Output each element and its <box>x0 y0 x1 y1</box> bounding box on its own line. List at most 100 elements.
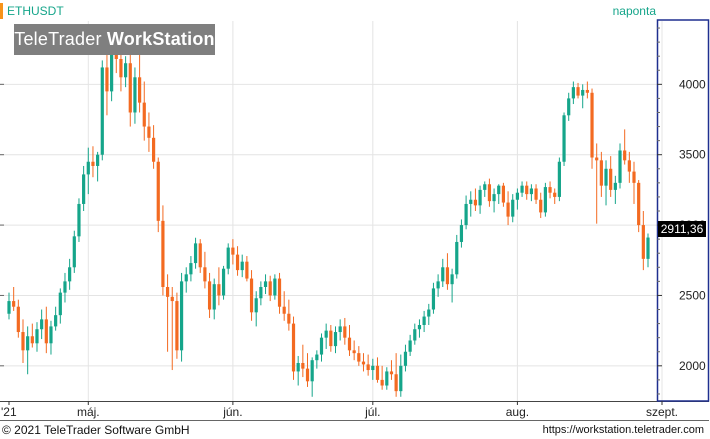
candle-body <box>436 281 440 289</box>
candle-body <box>231 247 235 255</box>
candle-body <box>627 160 631 172</box>
candle-body <box>357 353 361 362</box>
candle-body <box>389 371 394 375</box>
candle-body <box>548 187 552 193</box>
candle-body <box>198 243 202 268</box>
candle-body <box>329 330 333 347</box>
candle-body <box>361 361 366 365</box>
candle-body <box>324 330 328 338</box>
candle-body <box>553 192 557 197</box>
candle-body <box>646 237 650 259</box>
candle-body <box>86 161 90 175</box>
candle-body <box>422 316 426 325</box>
candle-body <box>455 241 459 275</box>
candle-body <box>189 263 193 275</box>
candle-body <box>380 379 384 386</box>
candle-body <box>175 301 179 351</box>
candles <box>7 35 650 397</box>
candle-body <box>511 199 515 217</box>
x-axis: '21 máj. jún. júl. aug. szept. <box>1 401 678 419</box>
x-tick-label: júl. <box>364 405 380 419</box>
candle-body <box>515 192 520 200</box>
x-tick-label: '21 <box>1 405 17 419</box>
instrument-header: ETHUSDT <box>0 3 64 19</box>
candle-body <box>450 274 454 285</box>
candle-body <box>539 199 543 213</box>
candle-body <box>110 54 114 92</box>
candle-body <box>263 281 268 287</box>
candle-body <box>469 199 473 204</box>
candle-body <box>259 287 263 299</box>
candle-body <box>179 281 184 351</box>
candle-body <box>310 360 314 382</box>
candle-body <box>417 325 422 330</box>
candle-body <box>338 326 342 333</box>
candle-body <box>77 203 81 237</box>
candle-body <box>245 261 249 279</box>
teletrader-logo: TeleTrader WorkStation <box>14 24 215 55</box>
candle-body <box>96 154 100 166</box>
candle-body <box>114 54 118 59</box>
candle-body <box>240 261 244 271</box>
candle-body <box>506 202 510 217</box>
candle-body <box>7 301 11 314</box>
candle-body <box>165 287 170 297</box>
instrument-symbol[interactable]: ETHUSDT <box>7 4 64 18</box>
candle-body <box>63 281 67 293</box>
candle-body <box>287 313 291 324</box>
candle-body <box>137 77 142 103</box>
candle-body <box>207 281 212 310</box>
x-tick-label: máj. <box>77 405 100 419</box>
candle-body <box>124 63 128 78</box>
candle-body <box>441 267 445 282</box>
candle-body <box>623 150 627 161</box>
gridlines <box>0 21 663 401</box>
candle-body <box>520 185 524 193</box>
x-tick-label: szept. <box>646 405 678 419</box>
candle-body <box>375 365 380 380</box>
candle-body <box>567 98 571 116</box>
candle-body <box>44 319 48 344</box>
candle-body <box>641 225 645 259</box>
candle-body <box>590 92 594 158</box>
candle-body <box>557 161 561 197</box>
candle-body <box>431 288 436 310</box>
candle-body <box>385 371 389 386</box>
source-url[interactable]: https://workstation.teletrader.com <box>542 424 704 436</box>
candle-body <box>142 102 146 127</box>
candle-body <box>501 185 506 203</box>
candle-body <box>315 354 319 361</box>
x-tick-label: jún. <box>222 405 242 419</box>
candle-body <box>595 157 599 161</box>
candle-body <box>352 350 356 354</box>
candle-body <box>221 268 226 296</box>
candle-body <box>212 284 216 310</box>
candle-body <box>487 184 492 202</box>
candle-body <box>571 87 575 99</box>
candle-body <box>282 306 286 314</box>
candle-body <box>91 161 95 166</box>
candle-body <box>543 187 547 213</box>
candle-body <box>254 298 258 313</box>
last-price-tag: 2911,36 <box>658 221 706 237</box>
candle-body <box>72 236 76 268</box>
candle-body <box>319 337 324 355</box>
period-label[interactable]: naponta <box>612 4 656 18</box>
candle-body <box>371 365 375 371</box>
y-tick-label: 2500 <box>679 288 706 302</box>
candle-body <box>497 185 501 195</box>
candle-body <box>21 332 25 351</box>
instrument-color-marker <box>0 3 3 19</box>
candle-body <box>333 332 338 347</box>
candle-body <box>399 365 403 392</box>
candle-body <box>54 315 58 327</box>
candle-body <box>609 168 613 190</box>
candle-body <box>277 278 282 307</box>
candle-body <box>156 161 160 221</box>
candle-body <box>133 77 137 113</box>
candle-body <box>562 115 566 162</box>
candle-body <box>478 189 482 206</box>
candle-body <box>151 137 156 162</box>
candle-body <box>203 267 207 282</box>
y-tick-label: 3500 <box>679 148 706 162</box>
